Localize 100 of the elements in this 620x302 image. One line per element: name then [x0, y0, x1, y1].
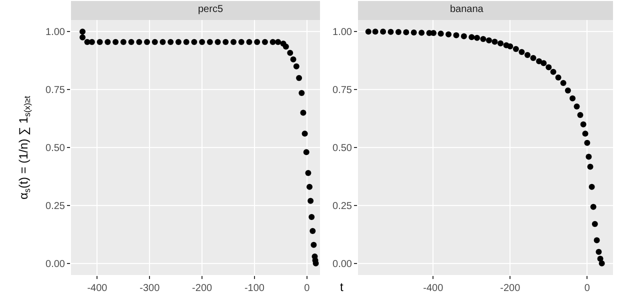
point — [486, 37, 492, 44]
y-tick-label: 0.00 — [332, 258, 352, 270]
chart-title: perc5 — [198, 4, 224, 15]
x-tick-label: -400 — [87, 283, 108, 294]
x-tick-label: -200 — [192, 283, 212, 294]
point — [270, 39, 276, 46]
point — [480, 36, 486, 42]
point — [372, 28, 378, 35]
point — [555, 74, 562, 80]
point — [306, 184, 313, 190]
point — [564, 87, 571, 94]
point — [474, 34, 480, 41]
point — [305, 170, 312, 176]
chart-title: banana — [450, 4, 484, 15]
point — [262, 39, 268, 46]
y-tick-label: 0.25 — [46, 200, 66, 212]
point — [206, 39, 213, 46]
point — [365, 28, 372, 35]
y-tick-label: 0.00 — [46, 258, 66, 270]
point — [460, 33, 467, 40]
point — [214, 39, 221, 46]
y-tick-label: 1.00 — [332, 27, 352, 38]
x-axis-title: t — [340, 280, 344, 294]
point — [540, 60, 547, 66]
point — [104, 39, 111, 46]
point — [492, 38, 498, 45]
point — [303, 149, 310, 156]
point — [287, 50, 294, 56]
point — [524, 52, 530, 58]
point — [588, 184, 595, 190]
point — [403, 29, 410, 36]
x-tick-label: 0 — [584, 283, 590, 294]
point — [246, 39, 252, 46]
point — [168, 39, 174, 46]
x-tick-label: -300 — [140, 283, 160, 294]
point — [592, 221, 598, 227]
point — [582, 130, 588, 137]
point — [584, 140, 590, 146]
point — [550, 68, 556, 75]
point — [410, 30, 417, 36]
y-tick-label: 1.00 — [46, 27, 66, 38]
point — [560, 80, 566, 86]
point — [238, 39, 244, 46]
point — [512, 46, 519, 52]
point — [128, 39, 134, 46]
x-tick-label: -400 — [423, 283, 444, 294]
point — [574, 103, 580, 110]
point — [468, 34, 475, 40]
x-tick-label: 0 — [304, 283, 310, 294]
point — [298, 90, 305, 96]
point — [570, 95, 576, 102]
point — [183, 39, 190, 46]
point — [577, 112, 584, 118]
point — [590, 204, 596, 210]
point — [430, 30, 436, 36]
point — [293, 63, 300, 70]
y-tick-label: 0.50 — [332, 143, 352, 154]
point — [310, 242, 317, 248]
y-tick-label: 0.50 — [46, 143, 66, 154]
point — [160, 39, 166, 46]
point — [254, 39, 260, 46]
point — [275, 39, 282, 46]
point — [498, 40, 504, 46]
point — [302, 130, 308, 137]
x-tick-label: -100 — [244, 283, 265, 294]
y-tick-label: 0.75 — [46, 85, 66, 96]
point — [395, 29, 402, 36]
point — [199, 39, 206, 46]
point — [518, 48, 525, 55]
point — [594, 237, 600, 244]
point — [296, 74, 302, 81]
point — [453, 32, 460, 38]
point — [230, 39, 237, 46]
point — [308, 214, 315, 220]
point — [120, 39, 126, 46]
point — [96, 39, 103, 46]
point — [418, 30, 425, 36]
point — [507, 43, 514, 50]
point — [380, 28, 386, 35]
point — [598, 260, 605, 266]
x-tick-label: -200 — [500, 283, 521, 294]
point — [282, 44, 289, 50]
point — [587, 164, 594, 170]
point — [191, 39, 198, 46]
point — [546, 64, 552, 70]
point — [586, 154, 592, 160]
point — [446, 31, 452, 38]
point — [80, 34, 86, 40]
point — [80, 28, 86, 35]
point — [222, 39, 229, 46]
point — [144, 39, 150, 46]
y-tick-label: 0.25 — [332, 200, 352, 212]
point — [300, 110, 306, 116]
point — [530, 55, 536, 62]
point — [136, 39, 142, 46]
point — [438, 30, 444, 37]
point — [596, 248, 602, 255]
point — [310, 228, 316, 234]
point — [290, 56, 296, 62]
point — [580, 121, 586, 128]
